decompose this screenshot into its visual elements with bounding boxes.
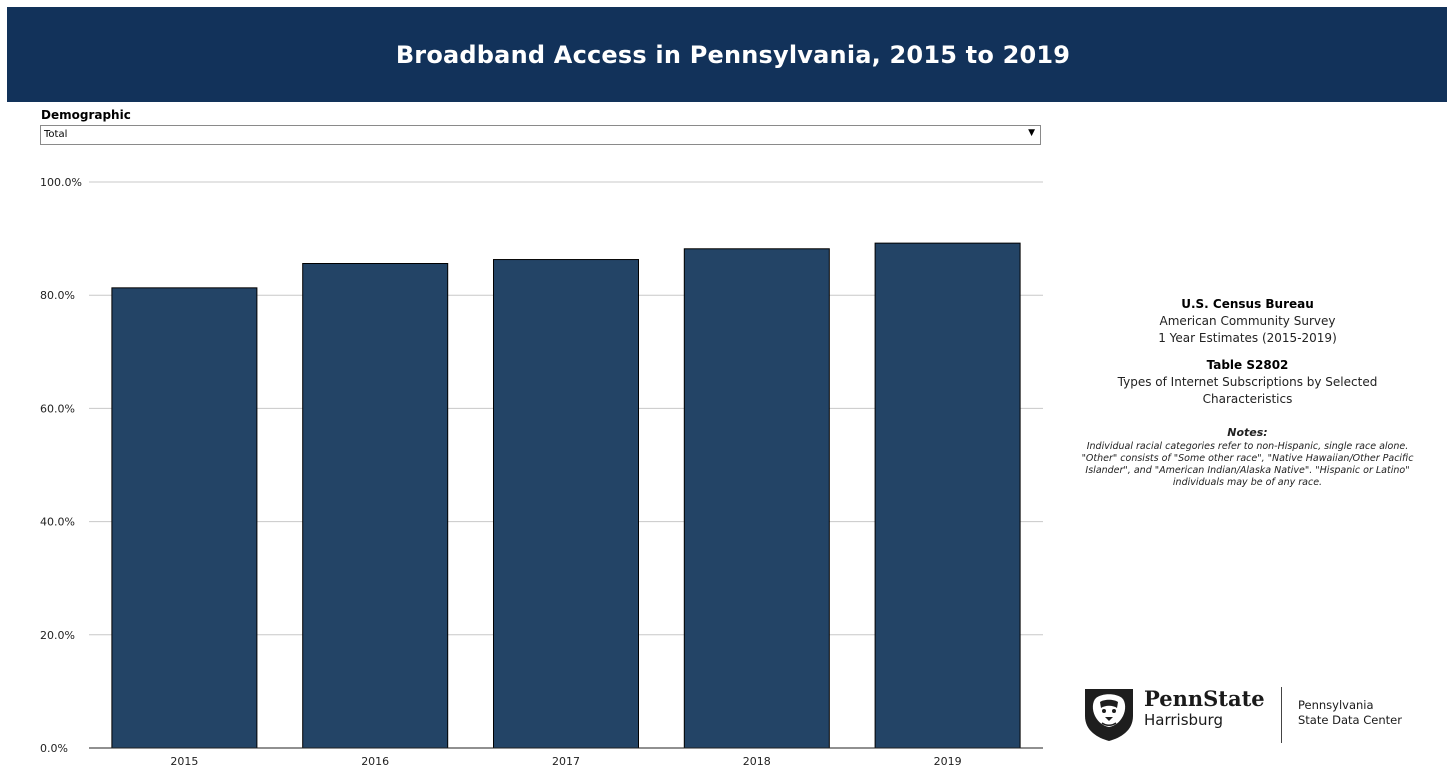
center-line2: State Data Center bbox=[1298, 713, 1402, 727]
source-survey: American Community Survey bbox=[1159, 314, 1336, 328]
demographic-filter-label: Demographic bbox=[41, 108, 131, 122]
source-estimates: 1 Year Estimates (2015-2019) bbox=[1158, 331, 1337, 345]
x-tick-label: 2015 bbox=[170, 755, 198, 768]
campus-name: Harrisburg bbox=[1144, 711, 1223, 729]
bar-2018[interactable] bbox=[683, 248, 830, 749]
y-tick-label: 60.0% bbox=[40, 402, 75, 415]
notes-text: Individual racial categories refer to no… bbox=[1081, 441, 1414, 488]
y-tick-label: 0.0% bbox=[40, 742, 68, 755]
bar-chart: 0.0% 20.0% 40.0% 60.0% 80.0% 100.0% 2015 2016 20… bbox=[40, 176, 1043, 768]
nittany-lion-shield-icon bbox=[1085, 689, 1133, 741]
dropdown-selected-value: Total bbox=[44, 129, 68, 140]
source-table-id: Table S2802 bbox=[1206, 358, 1289, 372]
logo-divider bbox=[1281, 687, 1282, 743]
university-name: PennState bbox=[1144, 686, 1265, 711]
pennstate-logo: PennState Harrisburg Pennsylvania State … bbox=[1082, 684, 1422, 746]
title-banner: Broadband Access in Pennsylvania, 2015 t… bbox=[7, 7, 1447, 102]
chevron-down-icon[interactable]: ▼ bbox=[1028, 128, 1035, 138]
demographic-dropdown[interactable]: Total ▼ bbox=[40, 125, 1041, 145]
source-agency: U.S. Census Bureau bbox=[1181, 297, 1314, 311]
y-tick-label: 80.0% bbox=[40, 289, 75, 302]
x-tick-label: 2018 bbox=[743, 755, 771, 768]
source-panel: U.S. Census Bureau American Community Su… bbox=[1075, 296, 1420, 489]
x-tick-label: 2016 bbox=[361, 755, 389, 768]
notes-title: Notes: bbox=[1227, 426, 1268, 439]
x-tick-label: 2019 bbox=[934, 755, 962, 768]
bar-2015[interactable] bbox=[111, 287, 258, 749]
y-tick-label: 100.0% bbox=[40, 176, 82, 189]
bar-2017[interactable] bbox=[492, 259, 640, 749]
pennstate-wordmark: PennState Harrisburg bbox=[1144, 686, 1265, 729]
y-tick-label: 20.0% bbox=[40, 629, 75, 642]
source-table-name: Types of Internet Subscriptions by Selec… bbox=[1117, 375, 1378, 406]
x-tick-label: 2017 bbox=[552, 755, 580, 768]
bar-2016[interactable] bbox=[302, 263, 449, 749]
state-data-center-name: Pennsylvania State Data Center bbox=[1298, 698, 1402, 728]
page-title: Broadband Access in Pennsylvania, 2015 t… bbox=[395, 40, 1071, 69]
center-line1: Pennsylvania bbox=[1298, 698, 1374, 712]
bar-2019[interactable] bbox=[874, 242, 1021, 749]
y-tick-label: 40.0% bbox=[40, 516, 75, 529]
